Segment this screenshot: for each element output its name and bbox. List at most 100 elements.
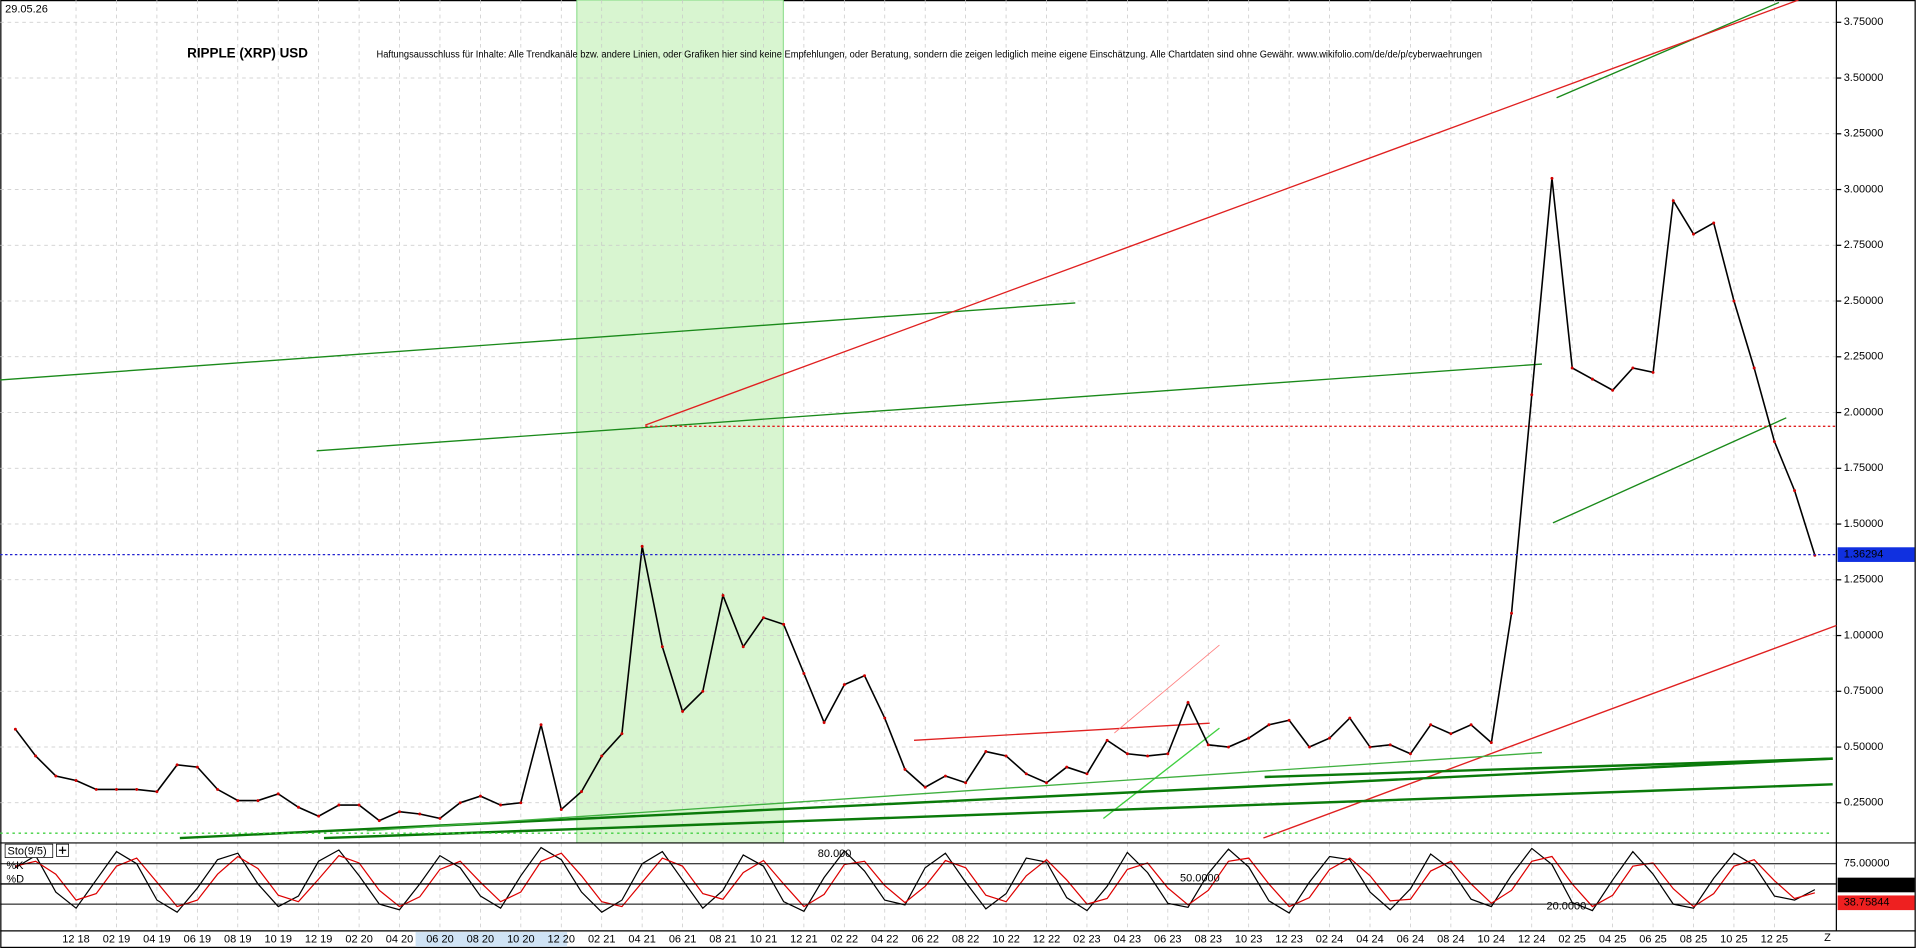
price-point xyxy=(1146,754,1150,758)
price-point xyxy=(1227,745,1230,749)
price-point xyxy=(1449,732,1453,736)
price-point xyxy=(1065,765,1069,769)
trend-line xyxy=(1552,417,1787,524)
price-point xyxy=(1631,366,1635,370)
last-value-box xyxy=(1837,895,1915,911)
x-tick-label: 12 19 xyxy=(305,933,333,945)
price-point xyxy=(115,787,118,791)
add-icon xyxy=(58,846,67,854)
x-tick-label: 12 20 xyxy=(548,933,576,945)
price-point xyxy=(1590,377,1594,381)
price-point xyxy=(943,774,947,778)
x-tick-label: 04 21 xyxy=(628,933,656,945)
price-point xyxy=(1206,743,1210,747)
price-point xyxy=(883,716,887,720)
x-tick-label: 06 20 xyxy=(426,933,454,945)
x-tick-label: 02 21 xyxy=(588,933,616,945)
price-point xyxy=(1429,723,1433,727)
price-point xyxy=(580,790,583,794)
price-point xyxy=(1085,772,1089,776)
trend-line xyxy=(1556,1,1780,99)
x-tick-label: 06 23 xyxy=(1154,933,1182,945)
x-tick-label: 02 23 xyxy=(1073,933,1101,945)
trend-line xyxy=(1114,644,1220,734)
x-tick-label: 12 18 xyxy=(62,933,89,945)
price-point xyxy=(1510,611,1513,615)
price-point xyxy=(701,689,705,693)
trend-line xyxy=(0,302,1076,381)
price-point xyxy=(903,767,907,771)
price-point xyxy=(1530,393,1534,397)
highlight-band xyxy=(576,0,784,844)
y-tick-label: 2.00000 xyxy=(1844,406,1884,418)
price-point xyxy=(1328,736,1332,740)
x-tick-label: 06 25 xyxy=(1639,933,1666,945)
x-tick-label: 08 24 xyxy=(1437,933,1464,945)
trend-line xyxy=(913,722,1210,741)
x-tick-label: 06 24 xyxy=(1397,933,1424,945)
y-tick-label: 0.75000 xyxy=(1844,685,1884,697)
plot xyxy=(13,176,1817,914)
price-point xyxy=(1388,743,1392,747)
price-point xyxy=(822,721,826,724)
price-point xyxy=(681,709,685,713)
trend-lines xyxy=(0,0,1837,840)
last-value-box xyxy=(1837,877,1915,893)
x-tick-label: 02 19 xyxy=(103,933,131,945)
price-line xyxy=(14,178,1816,822)
x-tick-label: 12 22 xyxy=(1033,933,1061,945)
price-point xyxy=(1712,221,1716,225)
price-point xyxy=(519,801,523,805)
y-tick-label: 3.50000 xyxy=(1844,72,1884,84)
x-tick-label: 08 21 xyxy=(709,933,737,945)
price-point xyxy=(155,790,159,794)
x-tick-label: 08 22 xyxy=(952,933,980,945)
last-price-label: 1.36294 xyxy=(1844,549,1884,561)
date: 29.05.26 xyxy=(5,4,48,16)
price-point xyxy=(13,727,17,731)
annotation: 20.0000 xyxy=(1547,900,1587,912)
x-tick-label: 04 23 xyxy=(1114,933,1142,945)
price-point xyxy=(216,787,220,791)
price-point xyxy=(1772,440,1776,444)
price-point xyxy=(741,645,745,649)
price-point xyxy=(438,816,442,820)
trend-line xyxy=(1264,757,1833,779)
trend-line xyxy=(1102,727,1220,820)
price-point xyxy=(377,819,381,823)
price-point xyxy=(499,803,503,807)
price-point xyxy=(74,779,78,782)
x-tick-label: 10 21 xyxy=(750,933,778,945)
x-tick-label: 12 21 xyxy=(790,933,818,945)
price-point xyxy=(317,814,321,818)
last-value-label: 42.65030 xyxy=(1844,879,1890,891)
price-point xyxy=(418,812,422,816)
x-tick-label: 10 20 xyxy=(507,933,535,945)
indicator-title: Sto(9/5) xyxy=(8,845,47,857)
price-point xyxy=(1671,199,1675,203)
y-tick-label: 1.75000 xyxy=(1844,462,1884,474)
price-point xyxy=(357,803,361,807)
x-tick-label: 08 19 xyxy=(224,933,252,945)
annotation: 80.000 xyxy=(818,848,852,860)
x-end-label: Z xyxy=(1824,932,1831,944)
y-tick-label: 2.75000 xyxy=(1844,239,1884,251)
price-point xyxy=(195,765,199,769)
price-point xyxy=(337,803,341,807)
last-price-box xyxy=(1837,547,1915,562)
x-tick-label: 06 22 xyxy=(911,933,939,945)
price-point xyxy=(1752,366,1756,370)
price-point xyxy=(863,674,867,678)
trend-line xyxy=(366,751,1542,832)
trend-line xyxy=(1263,624,1837,839)
price-point xyxy=(175,763,179,767)
price-point xyxy=(236,799,240,803)
price-point xyxy=(1570,366,1574,370)
price-point xyxy=(782,622,786,626)
legend-label: %K xyxy=(6,860,24,872)
price-point xyxy=(1287,718,1291,722)
price-point xyxy=(620,732,624,736)
x-tick-label: 04 20 xyxy=(386,933,414,945)
disclaimer: Haftungsausschluss für Inhalte: Alle Tre… xyxy=(376,50,1482,61)
